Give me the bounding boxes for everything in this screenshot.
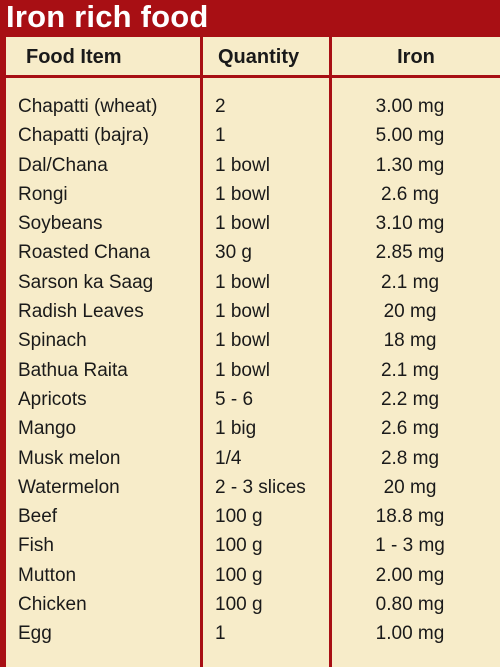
food-item-cell: Roasted Chana	[18, 242, 151, 264]
table-title: Iron rich food	[6, 0, 209, 34]
food-item-cell: Sarson ka Saag	[18, 271, 154, 293]
food-item-cell: Rongi	[18, 183, 68, 205]
quantity-cell: 100 g	[215, 506, 263, 528]
iron-cell: 2.1 mg	[380, 359, 440, 381]
quantity-cell: 1	[215, 623, 226, 645]
quantity-cell: 1 bowl	[215, 301, 270, 323]
food-item-cell: Watermelon	[18, 476, 120, 498]
iron-cell: 1.30 mg	[375, 154, 445, 176]
food-item-cell: Egg	[18, 623, 52, 645]
iron-cell: 20 mg	[383, 476, 437, 498]
table-row: Egg 1 1.00 mg	[6, 619, 500, 648]
table-row: Radish Leaves 1 bowl 20 mg	[6, 297, 500, 326]
iron-cell: 20 mg	[383, 301, 437, 323]
iron-cell: 2.6 mg	[380, 183, 440, 205]
quantity-cell: 1 bowl	[215, 213, 270, 235]
table-row: Beef 100 g 18.8 mg	[6, 502, 500, 531]
iron-cell: 2.00 mg	[375, 564, 445, 586]
header-divider	[6, 75, 500, 78]
table-row: Soybeans 1 bowl 3.10 mg	[6, 209, 500, 238]
food-item-cell: Mango	[18, 418, 77, 440]
iron-cell: 2.6 mg	[380, 418, 440, 440]
iron-cell: 5.00 mg	[375, 125, 445, 147]
header-quantity: Quantity	[218, 46, 300, 68]
table-row: Rongi 1 bowl 2.6 mg	[6, 180, 500, 209]
food-item-cell: Chapatti (wheat)	[18, 96, 158, 117]
iron-cell: 2.2 mg	[380, 388, 440, 410]
table-row: Mango 1 big 2.6 mg	[6, 414, 500, 443]
iron-cell: 2.8 mg	[380, 447, 440, 469]
quantity-cell: 100 g	[215, 535, 263, 557]
quantity-cell: 1 bowl	[215, 330, 270, 352]
quantity-cell: 100 g	[215, 594, 263, 616]
quantity-cell: 30 g	[215, 242, 252, 264]
table-body: Chapatti (wheat) 2 3.00 mg Chapatti (bajra)…	[6, 92, 500, 649]
iron-cell: 1 - 3 mg	[375, 535, 445, 557]
food-item-cell: Chapatti (bajra)	[18, 125, 149, 147]
header-food-item: Food Item	[26, 46, 122, 68]
iron-cell: 18.8 mg	[375, 506, 445, 528]
quantity-cell: 1 bowl	[215, 359, 270, 381]
quantity-cell: 1/4	[215, 447, 242, 469]
column-divider	[200, 37, 203, 667]
table-row: Chapatti (wheat) 2 3.00 mg	[6, 92, 500, 121]
table-row: Chicken 100 g 0.80 mg	[6, 590, 500, 619]
food-item-cell: Bathua Raita	[18, 359, 128, 381]
iron-cell: 3.10 mg	[375, 213, 445, 235]
table-row: Musk melon 1/4 2.8 mg	[6, 444, 500, 473]
table-row: Apricots 5 - 6 2.2 mg	[6, 385, 500, 414]
table-row: Watermelon 2 - 3 slices 20 mg	[6, 473, 500, 502]
quantity-cell: 1	[215, 125, 226, 147]
table-row: Dal/Chana 1 bowl 1.30 mg	[6, 151, 500, 180]
food-item-cell: Musk melon	[18, 447, 121, 469]
header-iron: Iron	[397, 46, 435, 68]
food-item-cell: Mutton	[18, 564, 77, 586]
food-item-cell: Soybeans	[18, 213, 103, 235]
food-item-cell: Fish	[18, 535, 54, 557]
table-row: Spinach 1 bowl 18 mg	[6, 326, 500, 355]
food-item-cell: Apricots	[18, 388, 87, 410]
quantity-cell: 1 big	[215, 418, 257, 440]
quantity-cell: 100 g	[215, 564, 263, 586]
food-item-cell: Radish Leaves	[18, 301, 144, 323]
quantity-cell: 1 bowl	[215, 183, 270, 205]
table-row: Mutton 100 g 2.00 mg	[6, 561, 500, 590]
iron-cell: 1.00 mg	[375, 623, 445, 645]
food-item-cell: Beef	[18, 506, 58, 528]
column-divider	[329, 37, 332, 667]
table-row: Fish 100 g 1 - 3 mg	[6, 531, 500, 560]
quantity-cell: 1 bowl	[215, 154, 270, 176]
iron-cell: 2.85 mg	[375, 242, 445, 264]
table-row: Roasted Chana 30 g 2.85 mg	[6, 238, 500, 267]
iron-cell: 0.80 mg	[375, 594, 445, 616]
food-item-cell: Chicken	[18, 594, 87, 616]
table-row: Chapatti (bajra) 1 5.00 mg	[6, 121, 500, 150]
iron-cell: 2.1 mg	[380, 271, 440, 293]
quantity-cell: 1 bowl	[215, 271, 270, 293]
food-item-cell: Dal/Chana	[18, 154, 108, 176]
table-panel: Food Item Quantity Iron Chapatti (wheat)…	[6, 37, 500, 667]
iron-cell: 18 mg	[383, 330, 437, 352]
table-row: Sarson ka Saag 1 bowl 2.1 mg	[6, 268, 500, 297]
quantity-cell: 2	[215, 96, 226, 117]
food-item-cell: Spinach	[18, 330, 87, 352]
table-row: Bathua Raita 1 bowl 2.1 mg	[6, 356, 500, 385]
quantity-cell: 2 - 3 slices	[215, 476, 306, 498]
iron-cell: 3.00 mg	[375, 96, 445, 117]
quantity-cell: 5 - 6	[215, 388, 254, 410]
